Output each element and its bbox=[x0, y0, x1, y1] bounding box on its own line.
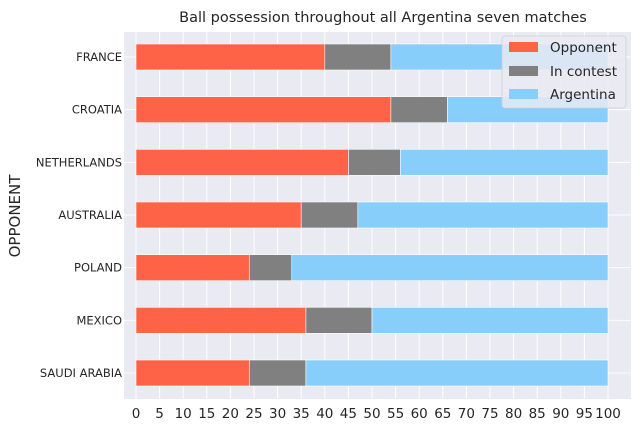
legend-label-argentina: Argentina bbox=[550, 87, 616, 103]
legend-label-in-contest: In contest bbox=[550, 64, 617, 80]
bar-mexico-opponent bbox=[135, 307, 307, 334]
bar-mexico-argentina bbox=[371, 307, 609, 334]
x-tick-label-5: 5 bbox=[155, 406, 164, 422]
x-tick-label-60: 60 bbox=[411, 406, 428, 422]
bars bbox=[135, 43, 609, 387]
x-tick-label-25: 25 bbox=[245, 406, 262, 422]
category-labels: SAUDI ARABIA MEXICO POLAND AUSTRALIA NETHERL… bbox=[36, 50, 122, 380]
bar-australia-argentina bbox=[357, 201, 609, 229]
x-tick-label-20: 20 bbox=[222, 406, 239, 422]
legend-swatch-opponent bbox=[509, 42, 538, 52]
bar-croatia-opponent bbox=[135, 96, 392, 123]
category-label-netherlands: NETHERLANDS bbox=[36, 155, 122, 169]
x-tick-label-95: 95 bbox=[576, 406, 593, 422]
x-tick-label-30: 30 bbox=[269, 406, 286, 422]
x-tick-label-85: 85 bbox=[529, 406, 546, 422]
category-label-saudi-arabia: SAUDI ARABIA bbox=[40, 366, 122, 380]
bar-saudi-arabia-opponent bbox=[135, 359, 250, 387]
chart-title: Ball possession throughout all Argentina… bbox=[179, 10, 587, 26]
bar-australia-in-contest bbox=[300, 201, 359, 229]
category-label-france: FRANCE bbox=[76, 50, 122, 64]
bar-australia-opponent bbox=[135, 201, 302, 229]
x-tick-labels: 0 5 10 15 20 25 30 35 40 45 50 55 60 65 70 75 80 85 90 95 10… bbox=[132, 406, 621, 422]
bar-poland-argentina bbox=[291, 254, 609, 281]
x-tick-label-10: 10 bbox=[175, 406, 192, 422]
x-tick-label-45: 45 bbox=[340, 406, 357, 422]
bar-france-in-contest bbox=[324, 43, 392, 71]
x-tick-label-90: 90 bbox=[552, 406, 569, 422]
x-tick-label-40: 40 bbox=[316, 406, 333, 422]
bar-netherlands-in-contest bbox=[348, 149, 401, 176]
y-axis-label: OPPONENT bbox=[6, 174, 24, 258]
x-tick-label-75: 75 bbox=[481, 406, 498, 422]
bar-france-opponent bbox=[135, 43, 326, 71]
bar-saudi-arabia-in-contest bbox=[248, 359, 307, 387]
legend-swatch-in-contest bbox=[509, 66, 538, 76]
x-tick-label-50: 50 bbox=[363, 406, 380, 422]
bar-mexico-in-contest bbox=[305, 307, 373, 334]
x-tick-label-35: 35 bbox=[293, 406, 310, 422]
x-tick-label-80: 80 bbox=[505, 406, 522, 422]
legend-label-opponent: Opponent bbox=[550, 40, 617, 56]
bar-poland-opponent bbox=[135, 254, 250, 281]
category-label-poland: POLAND bbox=[74, 261, 122, 275]
bar-poland-in-contest bbox=[248, 254, 293, 281]
legend-swatch-argentina bbox=[509, 89, 538, 99]
x-tick-label-55: 55 bbox=[387, 406, 404, 422]
bar-saudi-arabia-argentina bbox=[305, 359, 609, 387]
bar-croatia-in-contest bbox=[390, 96, 448, 123]
category-label-mexico: MEXICO bbox=[76, 313, 122, 327]
x-tick-label-0: 0 bbox=[132, 406, 141, 422]
x-tick-label-15: 15 bbox=[198, 406, 215, 422]
x-tick-label-65: 65 bbox=[434, 406, 451, 422]
x-tick-label-70: 70 bbox=[458, 406, 475, 422]
bar-netherlands-argentina bbox=[400, 149, 609, 176]
x-tick-label-100: 100 bbox=[595, 406, 621, 422]
category-label-croatia: CROATIA bbox=[72, 103, 122, 117]
category-label-australia: AUSTRALIA bbox=[58, 208, 122, 222]
bar-netherlands-opponent bbox=[135, 149, 349, 176]
legend: Opponent In contest Argentina bbox=[501, 35, 627, 109]
